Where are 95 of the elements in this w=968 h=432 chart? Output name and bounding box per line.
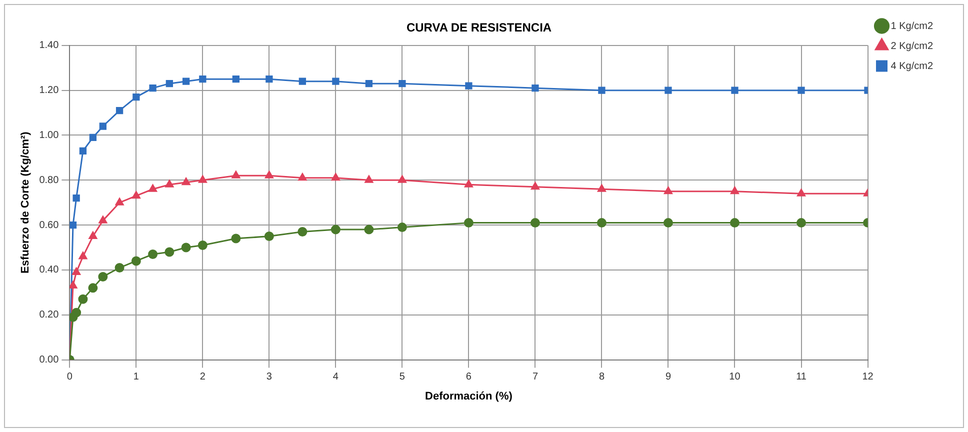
point xyxy=(266,76,273,83)
legend-label: 2 Kg/cm2 xyxy=(890,40,934,52)
x-tick-label: 4 xyxy=(332,372,339,383)
point xyxy=(531,182,540,190)
point xyxy=(132,191,140,199)
point xyxy=(264,170,274,178)
point xyxy=(165,180,174,188)
point xyxy=(88,283,98,293)
y-tick-label: 0.40 xyxy=(39,264,60,276)
chart-title: CURVA DE RESISTENCIA xyxy=(406,20,552,35)
point xyxy=(182,78,190,85)
point xyxy=(198,175,207,183)
point xyxy=(364,224,374,234)
point xyxy=(78,252,88,260)
point xyxy=(89,134,97,142)
point xyxy=(398,175,406,183)
point xyxy=(532,84,539,92)
point xyxy=(730,218,740,228)
point xyxy=(298,173,307,181)
point xyxy=(114,262,124,272)
y-tick-label: 0.20 xyxy=(39,310,60,321)
legend-label: 1 Kg/cm2 xyxy=(890,20,934,32)
point xyxy=(166,80,174,88)
point xyxy=(331,173,340,181)
point xyxy=(663,218,673,228)
point xyxy=(72,308,82,318)
point xyxy=(364,175,374,183)
x-tick-label: 2 xyxy=(200,372,206,383)
point xyxy=(798,86,805,94)
point xyxy=(199,76,206,83)
point xyxy=(298,78,306,85)
point xyxy=(397,222,407,232)
y-tick-label: 1.20 xyxy=(39,85,60,96)
x-tick-label: 8 xyxy=(598,372,605,383)
point xyxy=(115,198,124,206)
point xyxy=(232,170,240,178)
point xyxy=(332,78,340,85)
y-tick-label: 0.60 xyxy=(39,220,60,231)
point xyxy=(365,80,373,88)
point xyxy=(70,280,78,288)
point xyxy=(731,86,738,94)
point xyxy=(79,147,87,155)
point xyxy=(181,242,191,252)
x-axis-title: Deformación (%) xyxy=(425,390,513,402)
point xyxy=(148,250,158,259)
point xyxy=(88,232,98,240)
point xyxy=(464,180,473,188)
x-tick-label: 10 xyxy=(729,372,741,383)
point xyxy=(116,106,124,114)
point xyxy=(72,194,80,202)
point xyxy=(198,240,208,250)
point xyxy=(131,256,141,266)
point xyxy=(596,218,606,228)
point xyxy=(182,178,190,186)
legend-label: 4 Kg/cm2 xyxy=(890,60,934,72)
point xyxy=(98,216,108,224)
point xyxy=(598,184,606,192)
point xyxy=(598,86,606,94)
point xyxy=(72,267,81,275)
x-tick-label: 0 xyxy=(66,372,73,383)
y-tick-label: 0.00 xyxy=(39,354,60,366)
x-tick-label: 6 xyxy=(466,372,472,383)
point xyxy=(797,188,806,196)
point xyxy=(164,247,174,257)
y-tick-label: 1.40 xyxy=(39,40,60,52)
point xyxy=(664,86,672,94)
point xyxy=(464,218,474,228)
point xyxy=(796,218,806,228)
x-tick-label: 3 xyxy=(266,372,272,383)
point xyxy=(298,227,308,237)
x-tick-label: 5 xyxy=(399,372,406,383)
point xyxy=(465,82,472,90)
point xyxy=(264,232,274,242)
point xyxy=(398,80,406,88)
point xyxy=(330,224,340,234)
x-tick-label: 7 xyxy=(532,372,538,383)
point xyxy=(70,221,77,229)
y-tick-label: 0.80 xyxy=(39,174,60,186)
point xyxy=(232,76,240,83)
point xyxy=(664,186,672,194)
point xyxy=(132,93,140,101)
point xyxy=(231,234,241,244)
point xyxy=(149,84,156,92)
point xyxy=(148,184,158,192)
x-tick-label: 1 xyxy=(133,372,140,383)
y-tick-label: 1.00 xyxy=(39,130,60,141)
point xyxy=(730,186,739,194)
point xyxy=(98,272,108,282)
x-tick-label: 12 xyxy=(862,372,874,383)
y-axis-title: Esfuerzo de Corte (Kg/cm²) xyxy=(20,131,32,274)
point xyxy=(78,294,88,304)
x-tick-label: 11 xyxy=(796,372,807,383)
x-tick-label: 9 xyxy=(665,372,672,383)
point xyxy=(530,218,540,228)
point xyxy=(99,122,106,130)
